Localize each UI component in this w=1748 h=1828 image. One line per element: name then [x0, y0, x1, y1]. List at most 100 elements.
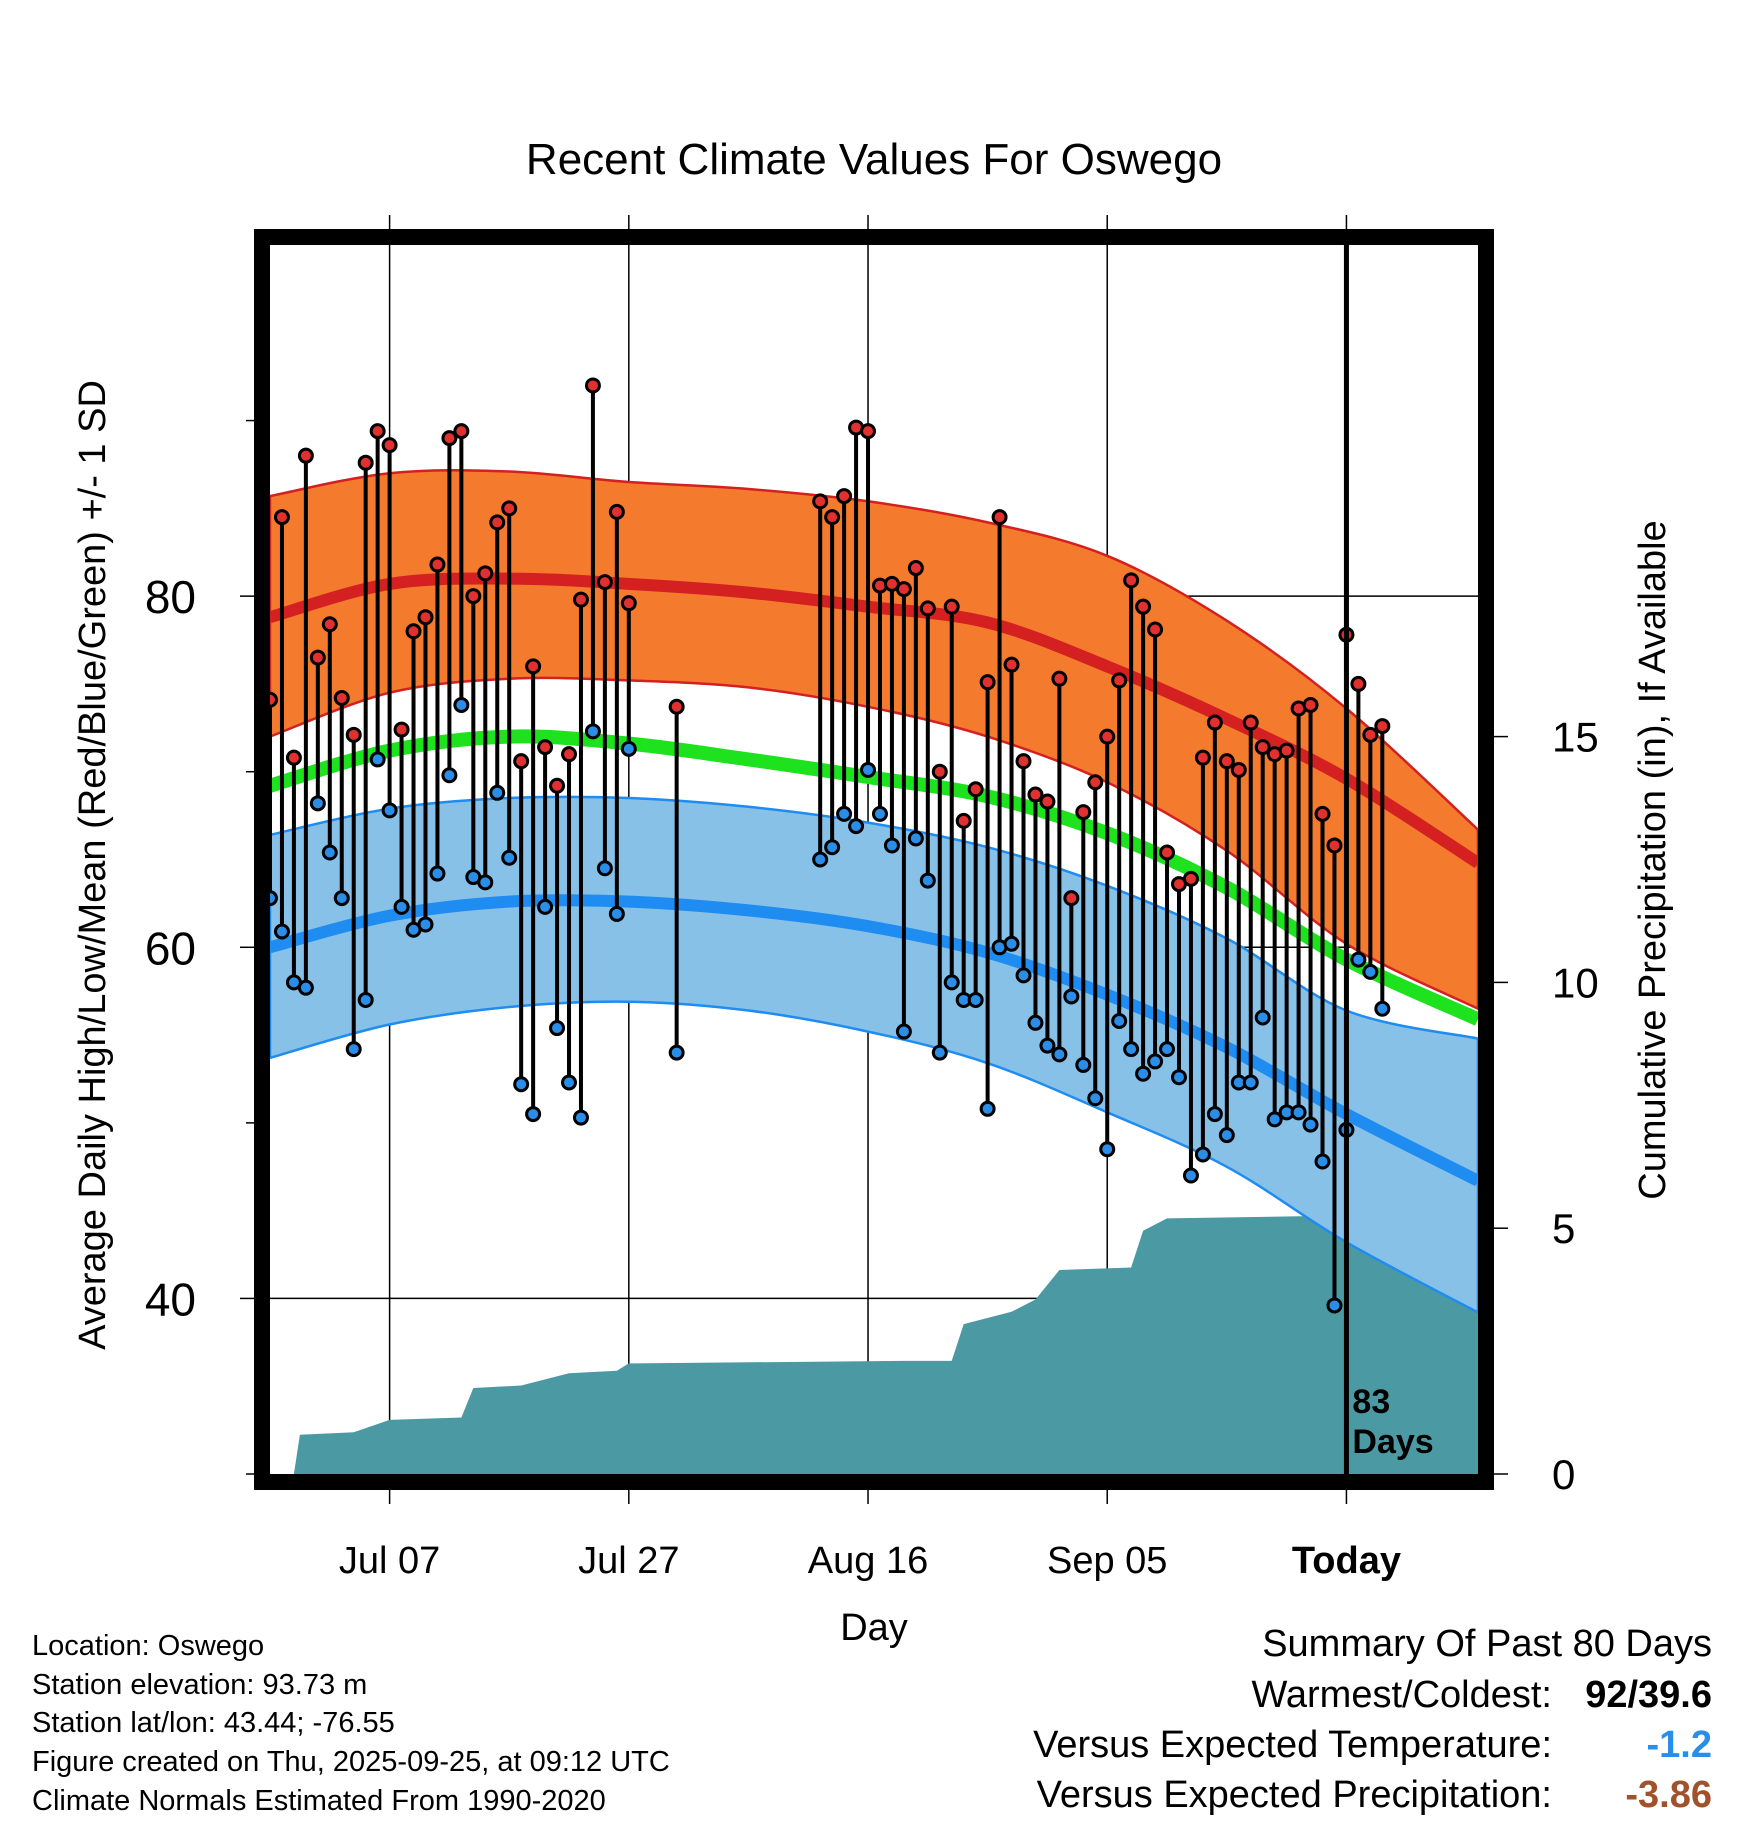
observed-high-point [1314, 805, 1331, 822]
summary-warmest-row: Warmest/Coldest: 92/39.6 [1251, 1676, 1712, 1714]
observed-low-point [931, 1044, 948, 1061]
observed-high-point [1015, 753, 1032, 770]
observed-low-point [1111, 1013, 1128, 1030]
observed-high-point [333, 689, 350, 706]
observed-high-point [1087, 774, 1104, 791]
observed-high-point [824, 509, 841, 526]
observed-high-point [525, 658, 542, 675]
y-tick-label: 80 [145, 571, 196, 623]
observed-low-point [1015, 967, 1032, 984]
observed-high-point [860, 423, 877, 440]
observed-low-point [883, 837, 900, 854]
observed-high-point [1063, 890, 1080, 907]
observed-high-point [1362, 726, 1379, 743]
observed-low-point [1326, 1297, 1343, 1314]
observed-low-point [836, 805, 853, 822]
observed-low-point [1087, 1090, 1104, 1107]
observed-low-point [584, 723, 601, 740]
observed-high-point [812, 493, 829, 510]
observed-high-point [1147, 621, 1164, 638]
observed-high-point [369, 423, 386, 440]
observed-high-point [596, 574, 613, 591]
observed-high-point [991, 509, 1008, 526]
observed-high-point [1159, 844, 1176, 861]
observed-low-point [441, 767, 458, 784]
y2-axis-label: Cumulative Precipitation (in), If Availa… [1632, 520, 1674, 1199]
observed-high-point [1326, 837, 1343, 854]
observed-high-point [836, 488, 853, 505]
observed-high-point [1003, 656, 1020, 673]
observed-low-point [608, 905, 625, 922]
observed-low-point [489, 784, 506, 801]
observed-low-point [812, 851, 829, 868]
observed-high-point [1075, 804, 1092, 821]
observed-low-point [1147, 1053, 1164, 1070]
observed-low-point [1266, 1111, 1283, 1128]
observed-high-point [273, 509, 290, 526]
observed-low-point [860, 761, 877, 778]
observed-low-point [979, 1100, 996, 1117]
observed-high-point [417, 609, 434, 626]
y-tick-label: 60 [145, 922, 196, 974]
y2-tick-label: 10 [1552, 959, 1599, 1006]
observed-low-point [1350, 951, 1367, 968]
observed-high-point [620, 595, 637, 612]
summary-title: Summary Of Past 80 Days [1262, 1623, 1712, 1665]
y2-tick-label: 0 [1552, 1451, 1575, 1498]
observed-low-point [513, 1076, 530, 1093]
observed-high-point [393, 721, 410, 738]
observed-low-point [1242, 1074, 1259, 1091]
observed-low-point [824, 839, 841, 856]
observed-high-point [919, 600, 936, 617]
days-unit-label: Days [1352, 1423, 1433, 1461]
observed-high-point [549, 777, 566, 794]
observed-high-point [357, 454, 374, 471]
observed-low-point [907, 830, 924, 847]
summary-precip-label: Versus Expected Precipitation: [1036, 1774, 1552, 1816]
observed-low-point [1075, 1056, 1092, 1073]
observed-low-point [321, 844, 338, 861]
observed-low-point [357, 991, 374, 1008]
observed-low-point [1099, 1141, 1116, 1158]
observed-low-point [369, 751, 386, 768]
observed-low-point [967, 991, 984, 1008]
observed-high-point [1039, 793, 1056, 810]
observed-high-point [477, 565, 494, 582]
y-axis-label: Average Daily High/Low/Mean (Red/Blue/Gr… [72, 380, 114, 1350]
observed-low-point [1302, 1116, 1319, 1133]
observed-high-point [441, 430, 458, 447]
observed-low-point [417, 916, 434, 933]
observed-low-point [1218, 1127, 1235, 1144]
observed-high-point [1350, 675, 1367, 692]
observed-low-point [895, 1023, 912, 1040]
observed-high-point [1278, 742, 1295, 759]
observed-high-point [955, 812, 972, 829]
observed-high-point [309, 649, 326, 666]
y2-tick-label: 5 [1552, 1205, 1575, 1252]
observed-high-point [489, 514, 506, 531]
observed-high-point [1099, 728, 1116, 745]
observed-low-point [1194, 1146, 1211, 1163]
observed-high-point [1254, 739, 1271, 756]
observed-high-point [907, 560, 924, 577]
summary-warmest-label: Warmest/Coldest: [1251, 1674, 1552, 1716]
observed-low-point [477, 874, 494, 891]
x-tick-label: Aug 16 [808, 1540, 928, 1582]
observed-high-point [572, 591, 589, 608]
observed-low-point [1374, 1000, 1391, 1017]
observed-low-point [525, 1106, 542, 1123]
observed-low-point [943, 974, 960, 991]
observed-high-point [1182, 870, 1199, 887]
observed-low-point [1159, 1041, 1176, 1058]
x-axis-label: Day [840, 1607, 908, 1649]
observed-high-point [1206, 714, 1223, 731]
observed-low-point [297, 979, 314, 996]
observed-high-point [895, 581, 912, 598]
observed-low-point [1039, 1037, 1056, 1054]
observed-low-point [1362, 963, 1379, 980]
observed-low-point [1314, 1153, 1331, 1170]
observed-high-point [465, 588, 482, 605]
observed-low-point [381, 802, 398, 819]
